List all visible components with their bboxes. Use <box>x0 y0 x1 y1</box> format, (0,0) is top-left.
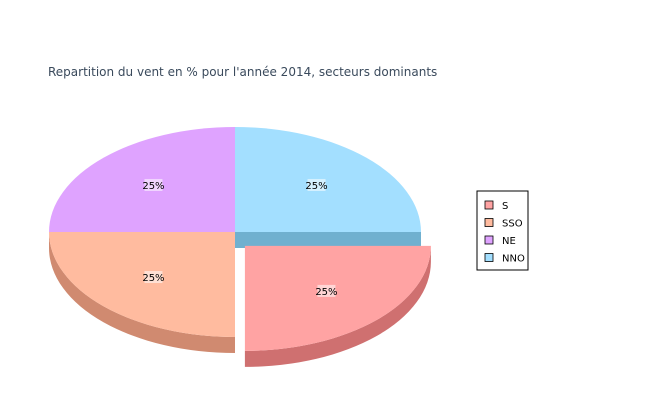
data-label-ne: 25% <box>142 181 164 192</box>
pie-slice-nno <box>235 127 421 232</box>
legend-swatch-nno <box>484 253 494 262</box>
data-label-sso: 25% <box>142 273 164 284</box>
pie-slice-sso <box>49 232 235 337</box>
pie-group: 25% 25% 25% 25% <box>49 127 431 367</box>
pie-slice-side-s <box>244 245 431 367</box>
data-label-nno: 25% <box>305 181 327 192</box>
legend-swatch-ne <box>484 235 494 245</box>
data-label-bg-nno <box>307 178 326 191</box>
legend-label-ne: NE <box>502 236 516 247</box>
data-label-bg-s <box>317 284 336 297</box>
chart-title: Repartition du vent en % pour l'année 20… <box>48 65 437 79</box>
data-label-s: 25% <box>315 287 337 298</box>
pie-slice-s <box>244 245 431 351</box>
pie-slice-side-sso <box>49 232 235 353</box>
pie-slice-ne <box>49 127 235 232</box>
legend-label-nno: NNO <box>502 254 525 265</box>
legend-label-sso: SSO <box>502 219 523 230</box>
pie-slice-wall-nno <box>235 232 421 248</box>
legend: S SSO NE NNO <box>476 190 529 271</box>
legend-swatch-s <box>484 200 494 210</box>
data-label-bg-ne <box>144 178 163 191</box>
legend-label-s: S <box>502 201 508 212</box>
data-label-bg-sso <box>144 271 163 284</box>
legend-swatch-sso <box>484 218 494 227</box>
